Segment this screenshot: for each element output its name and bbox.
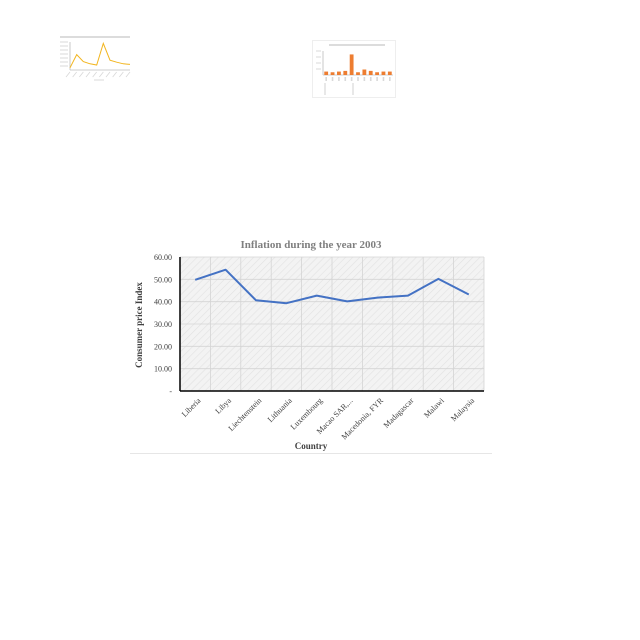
thumb-x-tick xyxy=(119,71,124,78)
x-tick-label: Lithuania xyxy=(266,396,294,424)
thumbnail-line-chart-svg xyxy=(60,36,131,81)
chart-bottom-border xyxy=(130,453,492,454)
main-chart-svg: Inflation during the year 2003 Country C… xyxy=(134,239,485,451)
thumb-bar xyxy=(387,71,392,75)
x-tick-label: Madagascar xyxy=(382,396,416,430)
main-chart[interactable]: Inflation during the year 2003 Country C… xyxy=(130,232,492,454)
thumb-bar xyxy=(343,70,348,75)
series-line xyxy=(194,268,470,305)
thumb-bar xyxy=(324,71,329,75)
y-tick-label: 10.00 xyxy=(154,365,172,374)
x-tick-label: Liberia xyxy=(180,396,203,419)
x-tick-label: Malawi xyxy=(422,396,446,420)
thumbnail-bar-chart[interactable] xyxy=(312,40,396,98)
thumb-x-tick xyxy=(125,71,131,78)
thumb-bar xyxy=(368,70,373,75)
thumb-bar xyxy=(330,72,335,75)
thumb-series-line xyxy=(69,41,131,69)
thumbnail-bar-chart-svg xyxy=(316,44,393,95)
thumb-bar xyxy=(337,71,341,75)
thumb-x-tick xyxy=(105,71,111,78)
thumb-bar xyxy=(349,54,354,75)
thumb-x-tick xyxy=(92,71,97,78)
y-tick-label: 20.00 xyxy=(154,342,172,351)
y-tick-label: 60.00 xyxy=(154,253,172,262)
thumb-x-tick xyxy=(112,71,117,78)
thumb-x-tick xyxy=(85,71,91,78)
y-axis-label: Consumer price Index xyxy=(134,282,144,368)
thumb-x-tick xyxy=(99,71,104,78)
thumb-bar xyxy=(375,72,379,75)
x-tick-label: Libya xyxy=(213,396,233,416)
thumb-x-tick xyxy=(72,71,77,78)
thumb-bar xyxy=(356,72,360,75)
y-tick-label: 30.00 xyxy=(154,320,172,329)
thumb-x-tick xyxy=(79,71,84,78)
thumb-bar xyxy=(381,71,386,75)
y-tick-label: - xyxy=(169,387,172,396)
thumb-bar xyxy=(362,69,367,75)
x-tick-label: Malaysia xyxy=(449,396,476,423)
thumbnail-line-chart[interactable] xyxy=(56,34,134,84)
chart-title: Inflation during the year 2003 xyxy=(241,239,382,251)
x-axis-label: Country xyxy=(295,441,328,451)
y-tick-label: 50.00 xyxy=(154,275,172,284)
y-tick-label: 40.00 xyxy=(154,298,172,307)
thumb-x-tick xyxy=(65,71,71,78)
